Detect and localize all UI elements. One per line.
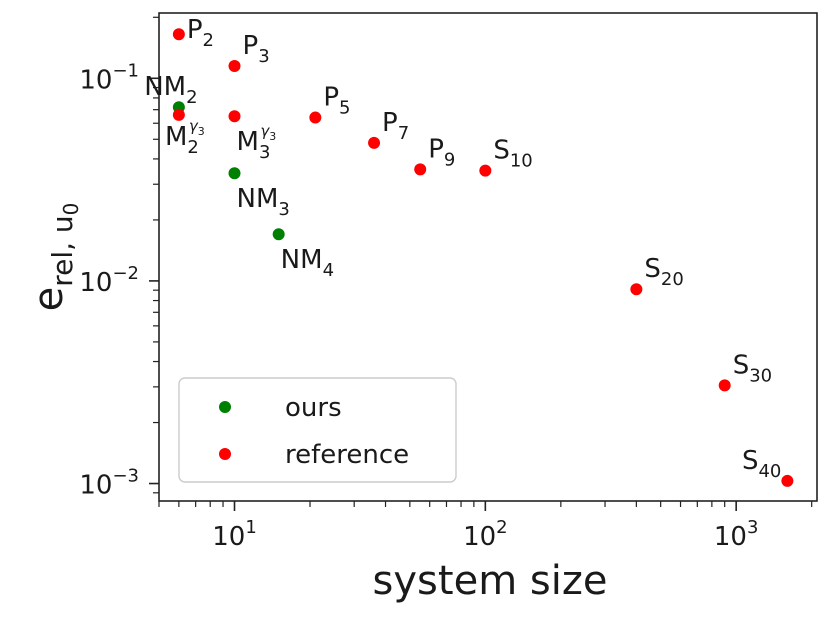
legend-marker-ours [219, 401, 231, 413]
y-tick-label: 10−3 [79, 466, 139, 501]
data-point [781, 474, 794, 487]
data-point [718, 379, 731, 392]
data-label: P3 [243, 31, 270, 67]
x-axis: 101 102 103 [212, 501, 758, 552]
data-point [228, 59, 241, 72]
x-tick-label: 101 [212, 517, 257, 552]
data-point [272, 228, 285, 241]
data-point [309, 111, 322, 124]
data-point [414, 163, 427, 176]
y-tick-label: 10−1 [79, 60, 139, 95]
legend-marker-reference [219, 448, 231, 460]
data-label: S30 [733, 350, 772, 386]
data-label: S40 [742, 446, 781, 482]
x-axis-title: system size [373, 558, 608, 604]
y-axis: 10−1 10−2 10−3 [79, 60, 159, 501]
data-point [479, 164, 492, 177]
legend: ours reference [178, 377, 457, 483]
data-points [172, 28, 794, 487]
y-tick-label: 10−2 [79, 263, 139, 298]
data-label: P7 [382, 108, 409, 144]
minor-ticks [153, 16, 813, 507]
data-point [172, 28, 185, 41]
data-point [228, 167, 241, 180]
data-label: M3γ3 [237, 122, 277, 163]
data-label: NM4 [281, 245, 334, 281]
data-label: M2γ3 [165, 117, 205, 158]
data-point [172, 108, 185, 121]
data-point [228, 110, 241, 123]
data-label: P5 [323, 83, 350, 119]
legend-frame [178, 377, 457, 483]
y-axis-title: erel, u0 [26, 203, 83, 312]
legend-label-ours: ours [285, 393, 342, 423]
data-label: S20 [644, 254, 683, 290]
data-label: P2 [187, 15, 214, 51]
data-point [630, 283, 643, 296]
data-label: NM3 [237, 184, 290, 220]
point-labels: NM2 NM3 NM4 P2 P3 M2γ3 M3γ3 P5 P7 P9 S10 S20 S30 S40 [144, 15, 781, 482]
data-label: S10 [493, 136, 532, 172]
data-point [368, 136, 381, 149]
data-label: NM2 [144, 72, 197, 108]
data-label: P9 [428, 134, 455, 170]
legend-label-reference: reference [285, 440, 409, 470]
x-tick-label: 102 [463, 517, 508, 552]
x-tick-label: 103 [714, 517, 759, 552]
